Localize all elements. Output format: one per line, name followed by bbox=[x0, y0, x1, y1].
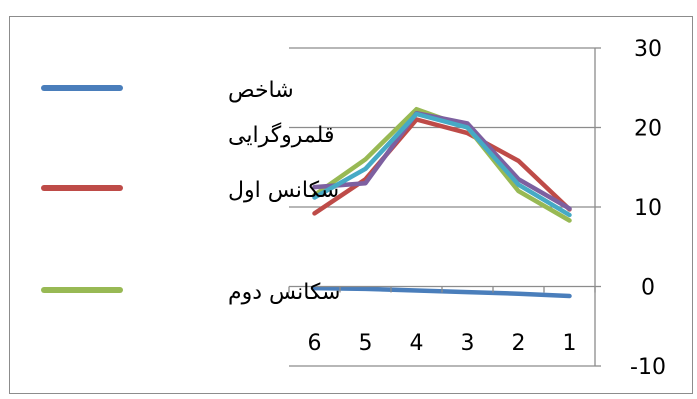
y-tick-label-2: 10 bbox=[634, 196, 662, 221]
legend-label-1: سکانس اول bbox=[228, 178, 339, 203]
x-tick-label-2: 4 bbox=[410, 331, 424, 356]
data-point-1-2 bbox=[415, 118, 418, 121]
data-point-4-2 bbox=[415, 112, 418, 116]
x-tick-label-4: 2 bbox=[512, 331, 526, 356]
y-tick-label-3: 0 bbox=[641, 276, 655, 301]
data-point-0-0 bbox=[313, 286, 316, 290]
data-point-4-3 bbox=[466, 126, 469, 129]
data-point-2-1 bbox=[364, 158, 367, 161]
x-tick-label-5: 1 bbox=[563, 331, 577, 356]
data-point-4-4 bbox=[517, 183, 520, 186]
data-point-0-4 bbox=[517, 292, 520, 295]
legend-label-0-1: قلمروگرایی bbox=[228, 122, 334, 148]
chart-frame bbox=[9, 16, 693, 394]
legend-label-2: سکانس دوم bbox=[228, 280, 341, 305]
data-point-2-2 bbox=[415, 108, 418, 111]
y-tick-label-1: 20 bbox=[634, 117, 662, 142]
y-tick-label-0: 30 bbox=[634, 37, 662, 62]
data-point-3-3 bbox=[466, 122, 469, 125]
data-point-3-4 bbox=[517, 177, 520, 181]
data-point-2-4 bbox=[517, 189, 520, 193]
data-point-1-4 bbox=[517, 159, 520, 163]
data-point-0-3 bbox=[466, 290, 469, 294]
data-point-1-3 bbox=[466, 131, 469, 135]
data-point-0-1 bbox=[364, 287, 367, 291]
data-point-1-0 bbox=[313, 212, 316, 215]
data-point-0-5 bbox=[568, 294, 571, 298]
data-point-3-0 bbox=[313, 185, 316, 189]
data-point-4-1 bbox=[364, 167, 367, 171]
data-point-3-5 bbox=[568, 207, 571, 210]
series-line-3 bbox=[312, 110, 572, 211]
x-tick-label-3: 3 bbox=[461, 331, 475, 356]
x-tick-label-1: 5 bbox=[359, 331, 373, 356]
data-point-2-5 bbox=[568, 219, 571, 222]
data-point-4-0 bbox=[313, 196, 316, 199]
data-point-0-2 bbox=[415, 289, 418, 292]
y-tick-label-4: -10 bbox=[630, 355, 666, 380]
legend-label-0-0: شاخص bbox=[228, 78, 294, 103]
series-line-4 bbox=[312, 111, 572, 218]
data-point-3-1 bbox=[364, 181, 367, 185]
x-tick-label-0: 6 bbox=[308, 331, 322, 356]
data-point-4-5 bbox=[568, 213, 571, 217]
